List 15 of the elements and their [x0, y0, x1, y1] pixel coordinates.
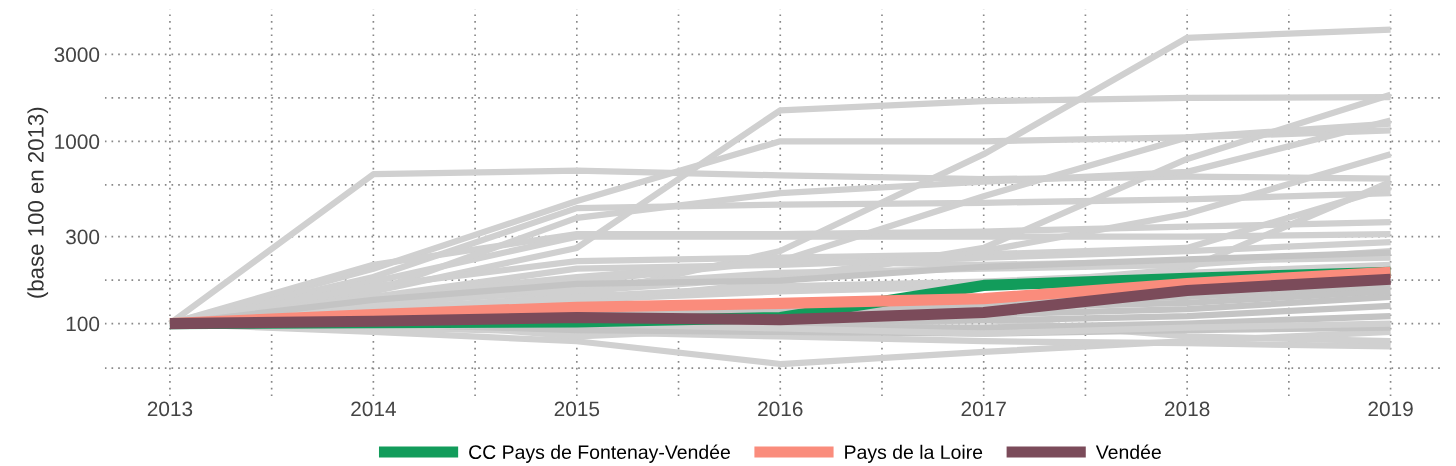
y-tick-label: 3000	[54, 47, 100, 63]
x-tick-label: 2016	[758, 401, 803, 417]
x-tick-label: 2019	[1368, 401, 1413, 417]
y-tick-label: 100	[66, 316, 100, 332]
legend-label: Vendée	[1095, 444, 1161, 460]
x-tick-label: 2017	[961, 401, 1006, 417]
legend-label: Pays de la Loire	[845, 444, 983, 463]
x-tick-label: 2013	[147, 401, 193, 417]
y-axis-title: (base 100 en 2013)	[27, 107, 49, 298]
x-tick-label: 2015	[554, 401, 600, 417]
legend-label: CC Pays de Fontenay-Vendée	[469, 444, 730, 463]
x-tick-label: 2018	[1165, 401, 1210, 417]
y-tick-label: 1000	[55, 134, 100, 150]
x-tick-label: 2014	[351, 401, 396, 417]
y-tick-label: 300	[66, 229, 100, 245]
